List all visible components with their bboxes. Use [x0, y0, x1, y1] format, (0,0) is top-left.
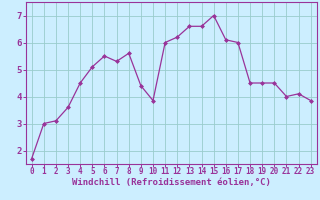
X-axis label: Windchill (Refroidissement éolien,°C): Windchill (Refroidissement éolien,°C) [72, 178, 271, 187]
